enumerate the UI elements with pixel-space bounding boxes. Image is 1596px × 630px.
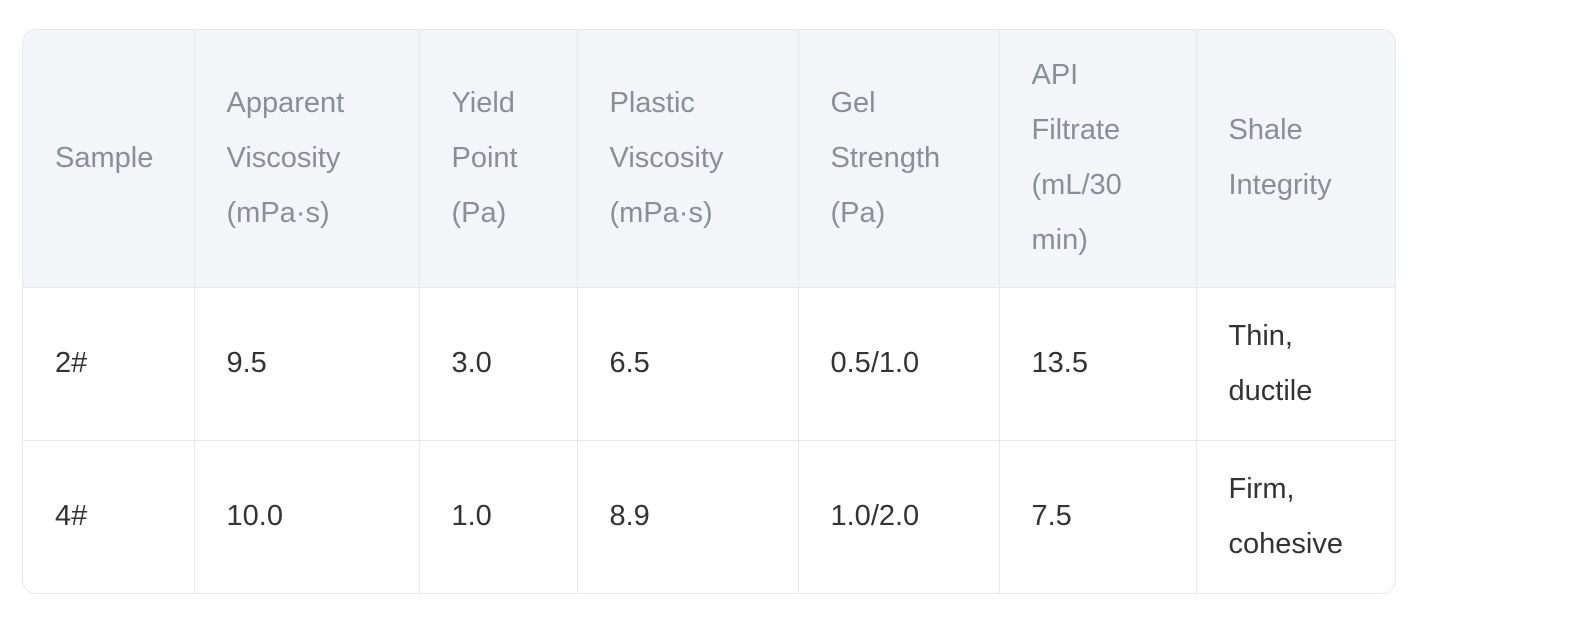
table-body: 2# 9.5 3.0 6.5 0.5/1.0 13.5 Thin, ductile 4# 10.… (23, 286, 1395, 593)
header-cell: API Filtrate (mL/30 min) (998, 30, 1196, 287)
table-header: Sample Apparent Viscosity (mPa·s) Yield Po… (23, 30, 1395, 287)
header-cell: Gel Strength (Pa) (797, 30, 999, 287)
table-cell: 9.5 (193, 286, 419, 440)
table-cell: Thin, ductile (1195, 286, 1395, 440)
table-row: 4# 10.0 1.0 8.9 1.0/2.0 7.5 Firm, cohesive (23, 439, 1395, 593)
table-cell: 4# (23, 439, 194, 593)
table-card: Sample Apparent Viscosity (mPa·s) Yield Po… (22, 29, 1396, 594)
table-cell: 7.5 (998, 439, 1196, 593)
table-cell: 0.5/1.0 (797, 286, 999, 440)
header-cell: Sample (23, 30, 194, 287)
table-cell: 10.0 (193, 439, 419, 593)
table-cell: 8.9 (576, 439, 798, 593)
header-row: Sample Apparent Viscosity (mPa·s) Yield Po… (23, 30, 1395, 287)
header-cell: Apparent Viscosity (mPa·s) (193, 30, 419, 287)
header-cell: Plastic Viscosity (mPa·s) (576, 30, 798, 287)
table-row: 2# 9.5 3.0 6.5 0.5/1.0 13.5 Thin, ductile (23, 286, 1395, 440)
table-cell: 13.5 (998, 286, 1196, 440)
table-cell: 3.0 (418, 286, 577, 440)
table-cell: 2# (23, 286, 194, 440)
header-cell: Yield Point (Pa) (418, 30, 577, 287)
header-cell: Shale Integrity (1195, 30, 1395, 287)
table-cell: 6.5 (576, 286, 798, 440)
table-cell: 1.0/2.0 (797, 439, 999, 593)
data-table: Sample Apparent Viscosity (mPa·s) Yield Po… (23, 30, 1395, 593)
table-cell: 1.0 (418, 439, 577, 593)
table-cell: Firm, cohesive (1195, 439, 1395, 593)
